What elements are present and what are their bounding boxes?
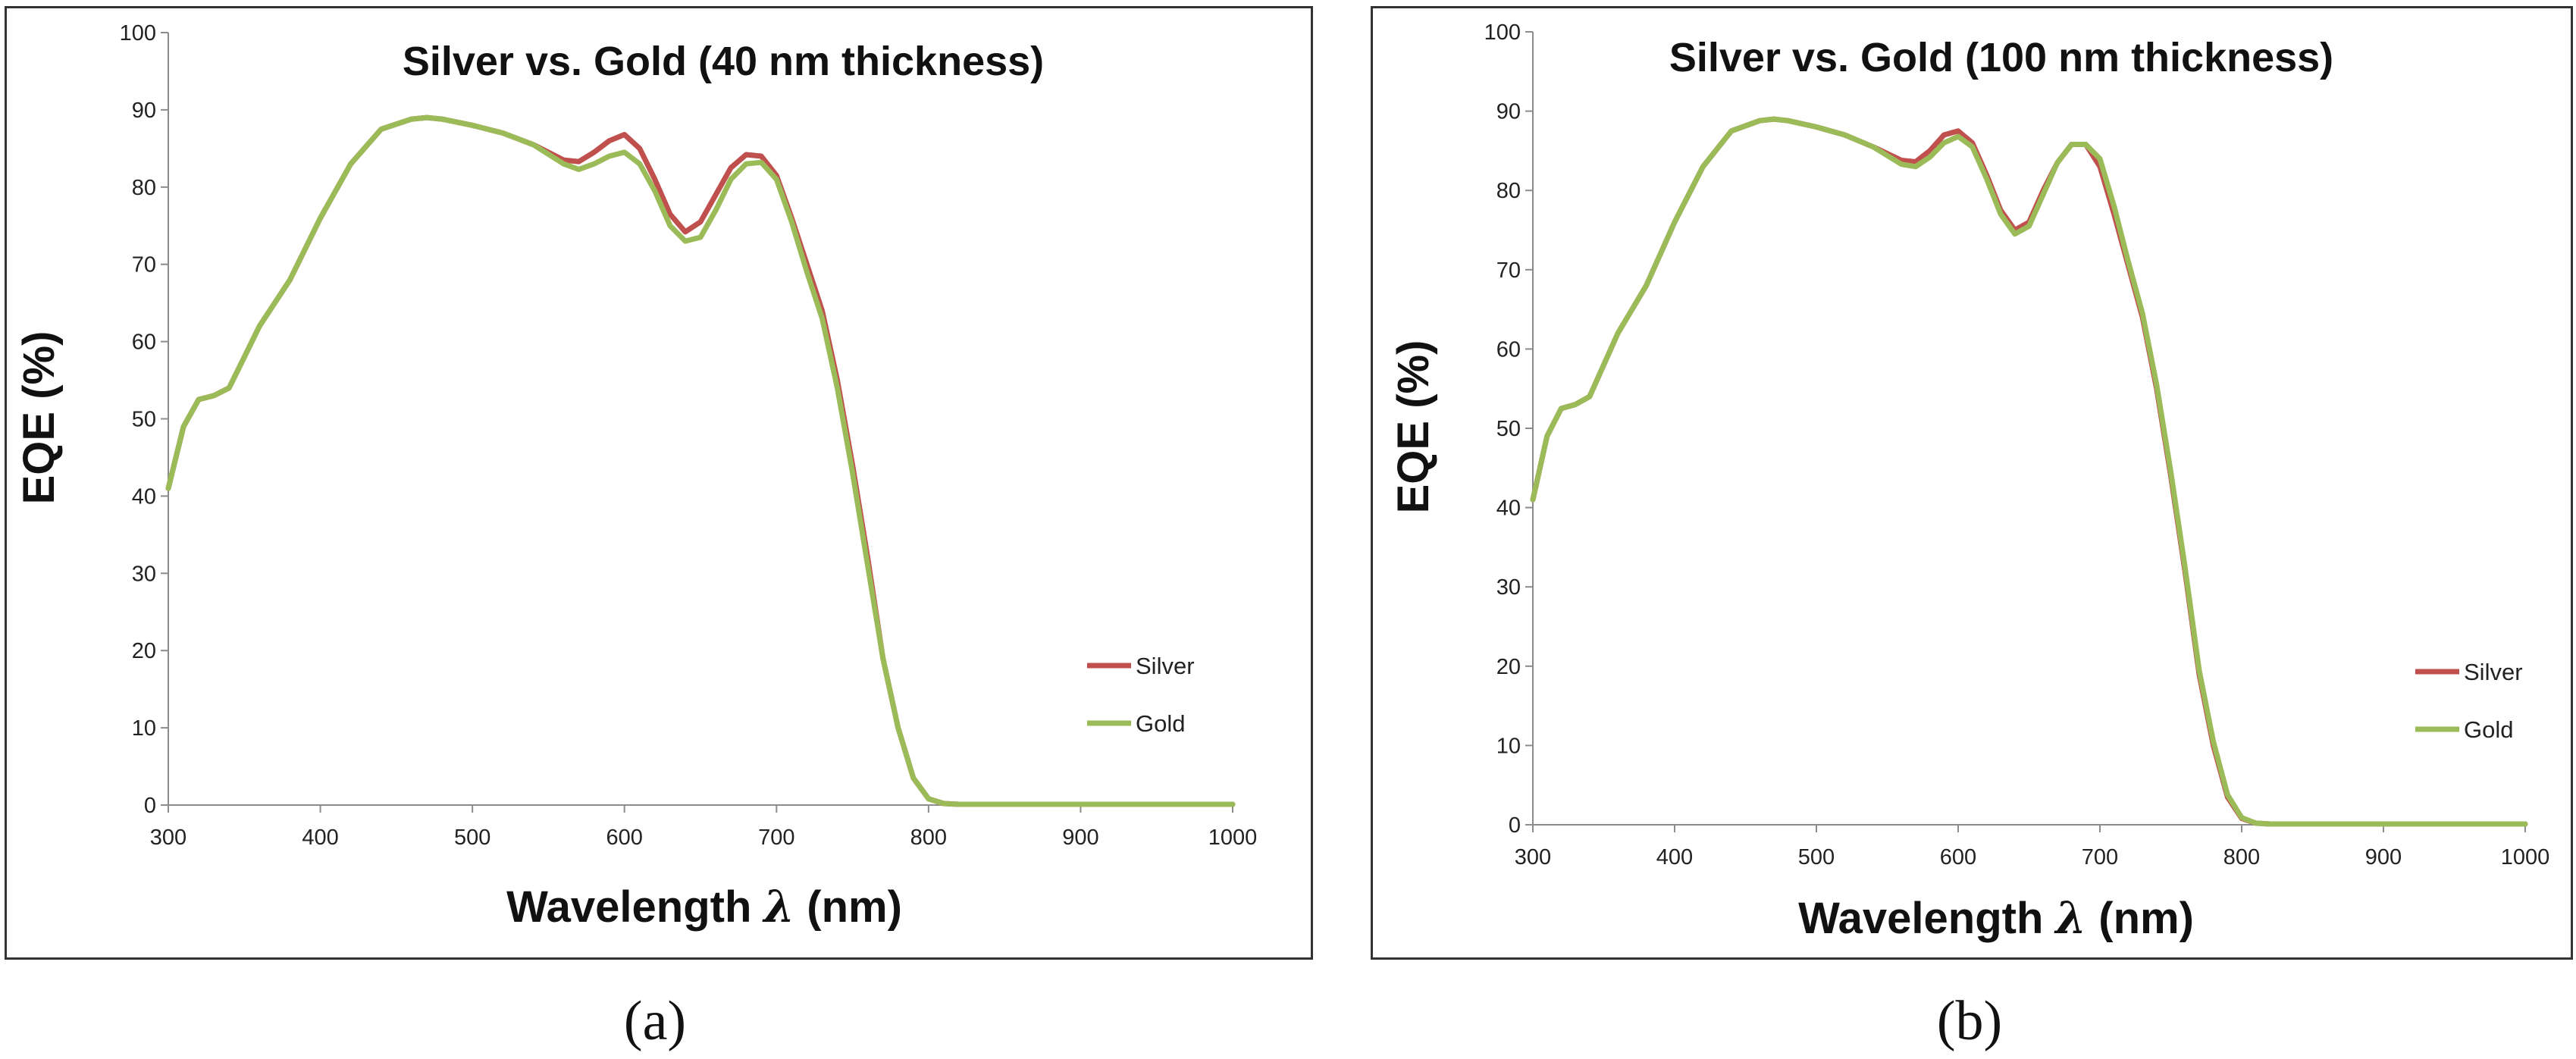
chart-b-y-tick-label: 60 [1496,337,1521,362]
chart-a-y-tick-label: 60 [132,331,156,355]
chart-b-y-tick-label: 20 [1496,655,1521,679]
chart-b-y-tick-label: 30 [1496,575,1521,600]
chart-b-y-tick-label: 80 [1496,179,1521,203]
chart-a-legend-label-gold: Gold [1136,710,1185,737]
chart-b-x-tick-label: 800 [2223,845,2260,869]
chart-a-y-tick-label: 20 [132,639,156,663]
chart-b-legend-label-silver: Silver [2464,659,2523,685]
chart-a-x-tick-label: 500 [454,826,490,850]
chart-b-x-axis-label: Wavelength λ (nm) [1798,892,2194,944]
chart-b-y-axis-label: EQE (%) [1389,340,1438,514]
chart-b-x-tick-label: 600 [1940,845,1976,869]
chart-b-svg: 0 10 20 30 40 50 60 70 80 90 100 300 400 500 600 700 800… [1389,20,2550,944]
chart-a-series-silver-line [165,114,1236,807]
chart-a-series-gold-line [165,114,1236,807]
chart-a-x-tick-label: 800 [910,826,947,850]
chart-panel-a: 0 10 20 30 40 50 60 70 80 90 100 300 400 500 600 700 800… [5,6,1313,960]
chart-a-y-tick-label: 50 [132,408,156,432]
chart-b-y-tick-label: 0 [1509,813,1521,838]
chart-b-y-tick-label: 10 [1496,734,1521,758]
chart-b-x-tick-label: 300 [1515,845,1551,869]
chart-a-y-tick-label: 80 [132,176,156,200]
chart-b-y-tick-label: 70 [1496,258,1521,283]
chart-a-x-tick-label: 700 [758,826,794,850]
chart-a-y-tick-label: 70 [132,253,156,277]
chart-a-title: Silver vs. Gold (40 nm thickness) [403,39,1044,84]
chart-b-legend-label-gold: Gold [2464,716,2513,743]
chart-a-y-axis-label: EQE (%) [14,331,64,505]
chart-b-x-tick-label: 700 [2082,845,2118,869]
chart-b-y-tick-label: 50 [1496,417,1521,441]
chart-b-y-tick-label: 40 [1496,497,1521,521]
chart-b-x-tick-label: 400 [1656,845,1693,869]
chart-a-svg: 0 10 20 30 40 50 60 70 80 90 100 300 400 500 600 700 800… [14,21,1258,932]
chart-b-x-tick-label: 900 [2365,845,2402,869]
chart-a-x-tick-label: 400 [302,826,338,850]
chart-a-y-tick-label: 30 [132,562,156,586]
caption-a: (a) [623,990,687,1052]
chart-a-x-tick-label: 1000 [1208,826,1258,850]
chart-a-y-tick-label: 40 [132,484,156,509]
chart-b-x-tick-label: 1000 [2501,845,2550,869]
chart-a-x-tick-label: 600 [606,826,643,850]
chart-a-x-tick-label: 300 [150,826,186,850]
chart-a-x-tick-label: 900 [1062,826,1098,850]
chart-a-y-tick-label: 100 [120,21,156,45]
caption-b: (b) [1936,990,2003,1052]
chart-a-legend-label-silver: Silver [1136,653,1195,679]
chart-a-y-tick-label: 10 [132,716,156,741]
chart-b-title: Silver vs. Gold (100 nm thickness) [1669,35,2333,80]
chart-a-y-tick-label: 0 [144,794,156,818]
chart-panel-b: 0 10 20 30 40 50 60 70 80 90 100 300 400 500 600 700 800… [1371,6,2573,960]
chart-a-x-axis-label: Wavelength λ (nm) [506,881,902,932]
chart-b-y-tick-label: 90 [1496,100,1521,124]
chart-b-y-tick-label: 100 [1484,20,1521,45]
chart-b-x-tick-label: 500 [1798,845,1835,869]
chart-b-series-gold-line [1530,116,2528,827]
chart-a-y-tick-label: 90 [132,99,156,123]
